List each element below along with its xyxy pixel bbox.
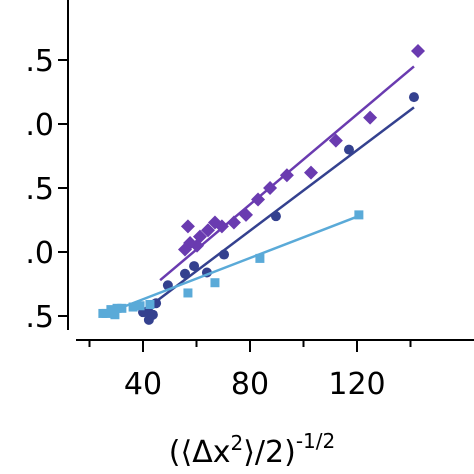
point <box>180 219 195 234</box>
point <box>210 278 220 288</box>
point <box>183 288 193 298</box>
x-axis-label: (⟨Δx2⟩/2)-1/2 <box>169 429 335 470</box>
point <box>112 303 122 313</box>
y-tick-label: .0 <box>25 108 54 143</box>
point <box>110 310 120 320</box>
fit-line <box>139 106 415 315</box>
point <box>251 192 266 207</box>
y-tick-label: .0 <box>25 236 54 271</box>
fit-line <box>102 216 356 316</box>
point <box>279 168 294 183</box>
point <box>189 261 200 272</box>
point <box>363 110 378 125</box>
y-tick-label: .5 <box>25 172 54 207</box>
point <box>238 207 253 222</box>
point <box>343 144 354 155</box>
point <box>408 92 419 103</box>
point <box>328 133 343 148</box>
point <box>106 305 116 315</box>
x-tick-label: 40 <box>124 367 162 402</box>
point <box>201 223 216 238</box>
point <box>303 165 318 180</box>
point <box>226 215 241 230</box>
y-tick-label: .5 <box>25 44 54 79</box>
point <box>263 181 278 195</box>
x-tick-label: 120 <box>328 367 385 402</box>
point <box>98 308 108 318</box>
point <box>179 268 190 279</box>
point <box>145 299 155 309</box>
point <box>255 253 265 263</box>
point <box>354 210 364 220</box>
x-tick-label: 80 <box>231 367 269 402</box>
y-tick-label: .5 <box>25 300 54 335</box>
point <box>147 309 158 320</box>
point <box>117 303 127 313</box>
point <box>219 249 230 260</box>
point <box>128 302 138 312</box>
point <box>270 211 281 222</box>
point <box>207 215 222 230</box>
point <box>410 44 425 59</box>
point <box>177 242 192 257</box>
point <box>135 301 145 311</box>
